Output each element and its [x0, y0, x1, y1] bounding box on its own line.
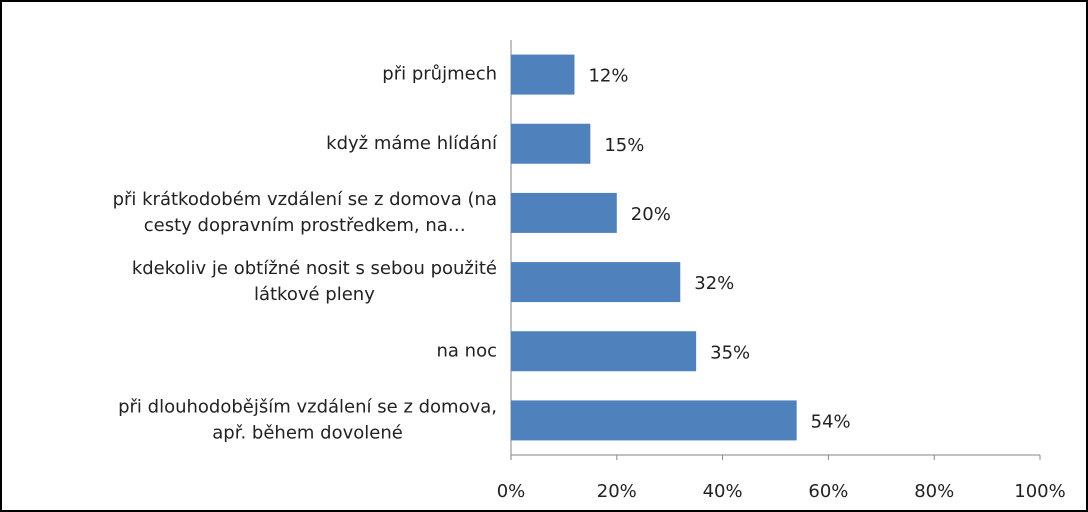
value-label: 12% [588, 66, 628, 87]
y-tick-label: při dlouhodobějším vzdálení se z domova,… [118, 396, 497, 443]
bar [511, 400, 797, 441]
value-label: 54% [811, 411, 851, 432]
x-tick-label: 80% [914, 481, 954, 502]
value-label: 32% [694, 273, 734, 294]
y-tick-label: při průjmech [382, 64, 497, 85]
value-label: 15% [604, 135, 644, 156]
y-tick-label: při krátkodobém vzdálení se z domova (na… [113, 189, 497, 236]
x-tick-label: 0% [497, 481, 526, 502]
bar [511, 331, 697, 372]
bar [511, 262, 681, 303]
x-tick-label: 20% [597, 481, 637, 502]
value-label: 20% [631, 204, 671, 225]
value-label: 35% [710, 342, 750, 363]
bar [511, 123, 591, 164]
bar [511, 192, 617, 233]
x-tick-label: 40% [703, 481, 743, 502]
x-tick-label: 100% [1014, 481, 1065, 502]
bar [511, 54, 575, 95]
y-tick-label: na noc [437, 340, 497, 361]
y-tick-label: kdekoliv je obtížné nosit s sebou použit… [132, 258, 497, 305]
y-tick-label: když máme hlídání [326, 133, 498, 154]
x-tick-label: 60% [808, 481, 848, 502]
